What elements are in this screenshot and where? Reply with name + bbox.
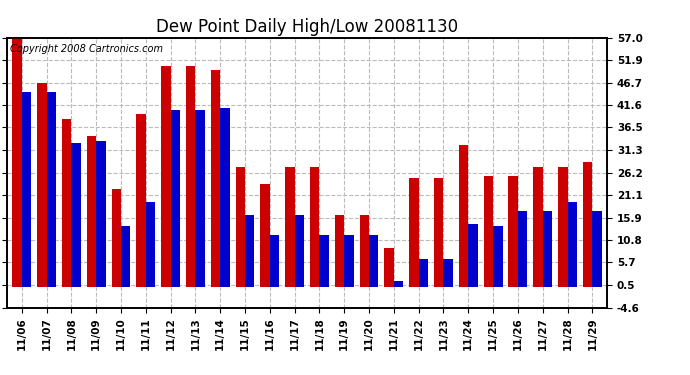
- Bar: [137, 114, 146, 287]
- Bar: [583, 162, 592, 287]
- Bar: [484, 176, 493, 287]
- Bar: [434, 178, 444, 287]
- Bar: [62, 118, 71, 287]
- Bar: [394, 281, 403, 287]
- Bar: [146, 202, 155, 287]
- Title: Dew Point Daily High/Low 20081130: Dew Point Daily High/Low 20081130: [156, 18, 458, 36]
- Bar: [493, 226, 502, 287]
- Bar: [235, 167, 245, 287]
- Bar: [369, 235, 379, 287]
- Bar: [96, 141, 106, 287]
- Bar: [310, 167, 319, 287]
- Bar: [112, 189, 121, 287]
- Bar: [459, 145, 469, 287]
- Bar: [245, 215, 255, 287]
- Bar: [161, 66, 170, 287]
- Bar: [87, 136, 96, 287]
- Bar: [22, 92, 31, 287]
- Bar: [469, 224, 477, 287]
- Bar: [285, 167, 295, 287]
- Bar: [47, 92, 56, 287]
- Bar: [533, 167, 543, 287]
- Bar: [344, 235, 354, 287]
- Bar: [592, 211, 602, 287]
- Bar: [295, 215, 304, 287]
- Bar: [543, 211, 552, 287]
- Bar: [509, 176, 518, 287]
- Bar: [558, 167, 567, 287]
- Bar: [359, 215, 369, 287]
- Bar: [335, 215, 344, 287]
- Bar: [567, 202, 577, 287]
- Bar: [37, 82, 47, 287]
- Bar: [319, 235, 329, 287]
- Bar: [121, 226, 130, 287]
- Bar: [384, 248, 394, 287]
- Bar: [270, 235, 279, 287]
- Bar: [211, 70, 220, 287]
- Bar: [419, 259, 428, 287]
- Bar: [444, 259, 453, 287]
- Bar: [409, 178, 419, 287]
- Bar: [260, 184, 270, 287]
- Bar: [12, 38, 22, 287]
- Bar: [186, 66, 195, 287]
- Text: Copyright 2008 Cartronics.com: Copyright 2008 Cartronics.com: [10, 44, 163, 54]
- Bar: [220, 108, 230, 287]
- Bar: [195, 110, 205, 287]
- Bar: [170, 110, 180, 287]
- Bar: [71, 143, 81, 287]
- Bar: [518, 211, 527, 287]
